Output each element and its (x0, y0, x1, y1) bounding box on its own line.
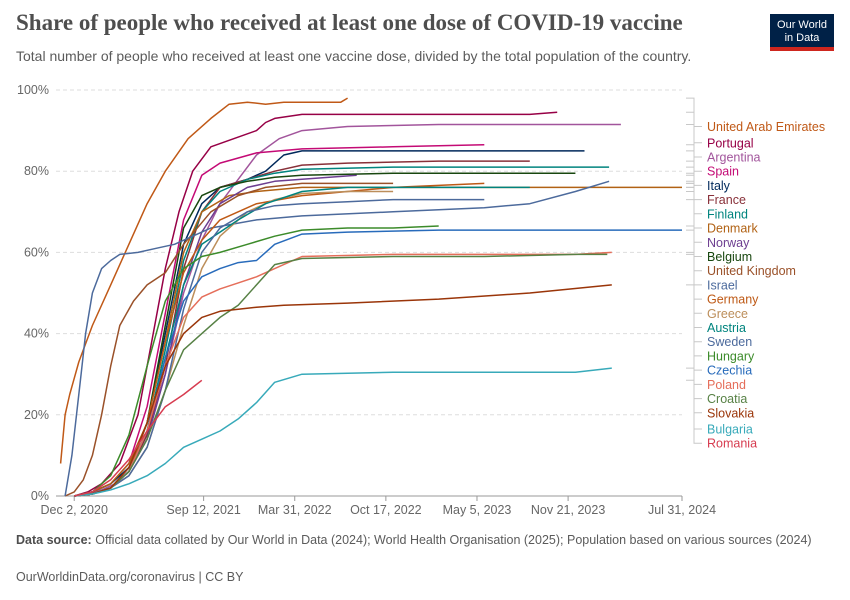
legend-label: Norway (707, 236, 750, 250)
y-tick-label: 40% (24, 327, 49, 341)
series-line (74, 367, 612, 497)
legend-label: Czechia (707, 364, 752, 378)
series-line (74, 251, 612, 497)
our-world-in-data-logo[interactable]: Our World in Data (770, 14, 834, 51)
x-axis: Dec 2, 2020 Sep 12, 2021 Mar 31, 2022 Oct 1… (41, 495, 716, 517)
series-line (74, 225, 439, 497)
legend-label: Hungary (707, 349, 755, 363)
source-label: Data source: (16, 533, 92, 547)
series-line (74, 166, 610, 497)
series-legend: United Arab Emirates PortugalArgentinaSpa… (707, 120, 825, 451)
series-line (64, 180, 610, 497)
legend-label: Belgium (707, 250, 752, 264)
series-line (74, 172, 576, 497)
x-tick-label: Dec 2, 2020 (41, 503, 108, 517)
legend-label: France (707, 193, 746, 207)
series-line (74, 160, 530, 497)
series-line (73, 111, 558, 497)
legend-label: Italy (707, 179, 731, 193)
logo-line-2: in Data (784, 32, 820, 44)
line-chart: 0% 20% 40% 60% 80% 100% Dec 2, 2020 Sep 12, 20… (17, 83, 825, 517)
legend-label: Sweden (707, 335, 752, 349)
legend-label: Portugal (707, 136, 754, 150)
legend-label: Greece (707, 307, 748, 321)
series-line (74, 379, 203, 497)
chart-subtitle: Total number of people who received at l… (16, 48, 692, 64)
legend-label: Finland (707, 207, 748, 221)
x-tick-label: Sep 12, 2021 (166, 503, 240, 517)
x-tick-label: Nov 21, 2023 (531, 503, 605, 517)
series-line (74, 144, 485, 497)
series-line (59, 97, 348, 464)
legend-connector (686, 124, 702, 158)
legend-label: Croatia (707, 392, 747, 406)
series-line (74, 198, 485, 497)
y-tick-label: 0% (31, 489, 49, 503)
x-tick-label: Mar 31, 2022 (258, 503, 332, 517)
series-line (74, 123, 621, 497)
logo-accent-bar (770, 47, 834, 51)
legend-connectors (686, 97, 702, 444)
legend-label: Romania (707, 437, 757, 451)
x-tick-label: May 5, 2023 (443, 503, 512, 517)
legend-label: Poland (707, 378, 746, 392)
x-tick-label: Oct 17, 2022 (350, 503, 422, 517)
legend-label: United Arab Emirates (707, 120, 825, 134)
footer-link[interactable]: OurWorldinData.org/coronavirus | CC BY (16, 570, 244, 584)
series-lines (59, 97, 682, 497)
y-tick-label: 100% (17, 83, 49, 97)
y-tick-label: 20% (24, 408, 49, 422)
legend-label: Slovakia (707, 406, 754, 420)
series-line (74, 174, 357, 497)
y-tick-label: 80% (24, 164, 49, 178)
legend-label: Israel (707, 278, 738, 292)
series-line (64, 182, 394, 497)
legend-label: Austria (707, 321, 746, 335)
legend-label: Denmark (707, 222, 758, 236)
series-line (74, 253, 608, 497)
legend-connector (686, 284, 702, 414)
legend-label: Argentina (707, 150, 761, 164)
legend-label: Bulgaria (707, 423, 753, 437)
source-text: Official data collated by Our World in D… (95, 533, 812, 547)
x-tick-label: Jul 31, 2024 (648, 503, 716, 517)
legend-connector (686, 379, 702, 444)
logo-line-1: Our World (777, 19, 827, 31)
y-axis: 0% 20% 40% 60% 80% 100% (17, 83, 49, 503)
legend-label: Germany (707, 293, 759, 307)
chart-title: Share of people who received at least on… (16, 10, 683, 35)
series-line (74, 284, 612, 497)
legend-label: Spain (707, 165, 739, 179)
y-tick-label: 60% (24, 245, 49, 259)
legend-label: United Kingdom (707, 264, 796, 278)
chart-footer: Data source: Official data collated by O… (16, 533, 816, 548)
